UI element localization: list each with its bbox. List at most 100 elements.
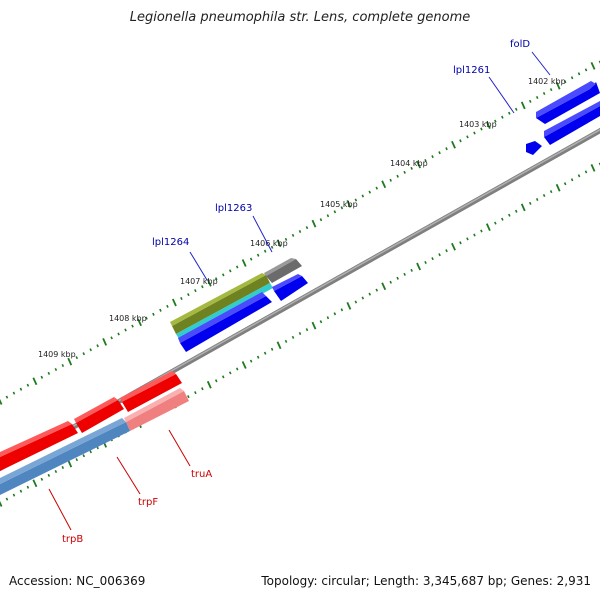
major-tick xyxy=(206,278,212,287)
minor-tick xyxy=(431,155,434,159)
minor-tick xyxy=(263,351,267,355)
major-tick xyxy=(381,180,387,189)
minor-tick xyxy=(221,375,225,379)
major-tick xyxy=(416,262,422,271)
minor-tick xyxy=(403,170,406,174)
minor-tick xyxy=(424,260,427,265)
minor-tick xyxy=(438,253,441,257)
minor-tick xyxy=(494,221,497,225)
major-tick xyxy=(67,459,73,468)
minor-tick xyxy=(577,174,581,178)
gene-lpl1263-arrow[interactable] xyxy=(274,276,308,301)
minor-tick xyxy=(549,88,553,92)
gene-label-fold[interactable]: folD xyxy=(510,39,530,50)
minor-tick xyxy=(26,383,30,387)
minor-tick xyxy=(159,308,162,312)
minor-tick xyxy=(501,115,504,119)
gene-fold-lower-arrow[interactable] xyxy=(544,106,600,145)
minor-tick xyxy=(284,237,288,241)
leader-lpl1264 xyxy=(189,251,208,281)
minor-tick xyxy=(291,233,295,237)
major-tick xyxy=(346,302,352,310)
gene-lpl1261-arrow[interactable] xyxy=(526,141,542,155)
minor-tick xyxy=(542,91,546,96)
major-tick xyxy=(276,239,282,248)
feature-gray-bar xyxy=(266,259,302,283)
gene-label-lpl1263[interactable]: lpl1263 xyxy=(215,203,252,214)
minor-tick xyxy=(319,218,323,222)
minor-tick xyxy=(424,158,427,163)
minor-tick xyxy=(249,257,253,261)
leader-trpF xyxy=(116,456,141,495)
gene-lpl1263-arrow-top xyxy=(272,274,302,291)
minor-tick xyxy=(214,379,218,383)
minor-tick xyxy=(187,293,190,297)
scale-label-1405: 1405 kbp xyxy=(320,200,358,209)
minor-tick xyxy=(410,166,413,170)
minor-tick xyxy=(508,111,511,115)
minor-tick xyxy=(326,316,330,320)
gene-trpF-arrow[interactable] xyxy=(76,400,124,433)
gene-label-truA[interactable]: truA xyxy=(191,469,212,480)
gene-label-trpF[interactable]: trpF xyxy=(138,497,158,508)
minor-tick xyxy=(110,336,113,340)
minor-tick xyxy=(82,352,86,356)
minor-tick xyxy=(75,458,79,462)
gene-label-lpl1264[interactable]: lpl1264 xyxy=(152,237,189,248)
minor-tick xyxy=(61,465,65,470)
minor-tick xyxy=(375,186,379,190)
minor-tick xyxy=(124,328,127,332)
minor-tick xyxy=(26,485,30,489)
minor-tick xyxy=(396,276,399,280)
major-tick xyxy=(241,361,247,369)
major-tick xyxy=(485,223,491,231)
gene-label-lpl1261[interactable]: lpl1261 xyxy=(453,65,490,76)
scale-label-1407: 1407 kbp xyxy=(180,277,218,286)
minor-tick xyxy=(284,339,288,343)
minor-tick xyxy=(249,359,253,363)
major-tick xyxy=(451,140,456,149)
feature-olive-bar xyxy=(172,275,270,334)
minor-tick xyxy=(96,344,99,348)
minor-tick xyxy=(54,469,58,474)
genome-summary-text: Topology: circular; Length: 3,345,687 bp… xyxy=(261,574,591,588)
minor-tick xyxy=(89,348,92,352)
minor-tick xyxy=(528,99,532,103)
gene-fold-arrow[interactable] xyxy=(536,82,600,124)
gene-fold-arrow-top xyxy=(536,81,596,118)
major-tick xyxy=(171,298,177,307)
feature-steelblue-bar xyxy=(0,422,130,495)
major-tick xyxy=(451,242,456,251)
minor-tick xyxy=(82,454,86,458)
minor-tick xyxy=(459,241,462,245)
minor-tick xyxy=(466,237,469,241)
minor-tick xyxy=(187,395,190,399)
gene-lpl1264-arrow[interactable] xyxy=(180,296,272,352)
gene-truA-arrow[interactable] xyxy=(122,374,182,412)
gene-label-trpB[interactable]: trpB xyxy=(62,534,83,545)
minor-tick xyxy=(514,209,518,213)
scale-label-1408: 1408 kbp xyxy=(109,314,147,323)
minor-tick xyxy=(528,201,532,205)
minor-tick xyxy=(221,273,225,277)
minor-tick xyxy=(235,265,239,269)
minor-tick xyxy=(410,268,413,272)
minor-tick xyxy=(514,107,518,111)
minor-tick xyxy=(298,229,302,234)
minor-tick xyxy=(473,131,476,135)
major-tick xyxy=(241,259,247,267)
minor-tick xyxy=(152,312,155,316)
minor-tick xyxy=(340,206,344,210)
minor-tick xyxy=(305,226,309,230)
minor-tick xyxy=(19,387,23,391)
minor-tick xyxy=(494,119,497,123)
major-tick xyxy=(520,101,526,110)
scale-label-1404: 1404 kbp xyxy=(390,159,428,168)
minor-tick xyxy=(501,217,504,221)
feature-pink-bar-top xyxy=(124,388,184,422)
gene-fold-lower-top xyxy=(544,101,600,137)
major-tick xyxy=(102,338,108,346)
gene-trpB-arrow[interactable] xyxy=(0,424,78,471)
